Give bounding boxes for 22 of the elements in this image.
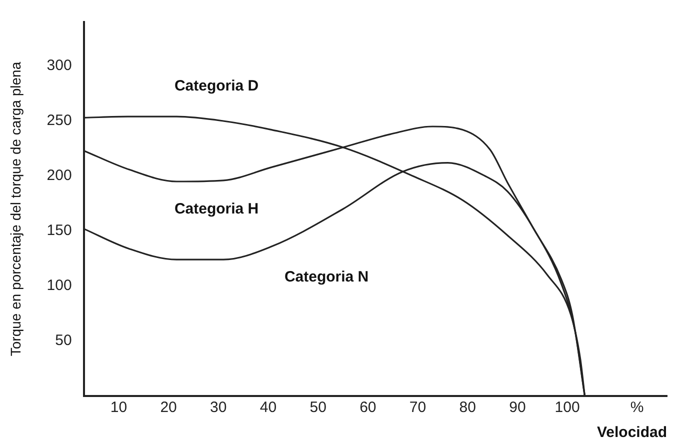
y-tick-label: 300 xyxy=(46,57,72,74)
x-tick-label: 10 xyxy=(110,399,128,416)
x-tick-label: 40 xyxy=(260,399,277,416)
y-axis-title: Torque en porcentaje del torque de carga plena xyxy=(7,62,24,356)
x-tick-label: 100 xyxy=(554,399,580,416)
y-tick-label: 200 xyxy=(46,167,72,184)
series-label: Categoria D xyxy=(174,78,259,95)
x-tick-label: 90 xyxy=(509,399,526,416)
series-label: Categoria N xyxy=(284,268,369,286)
y-tick-label: 50 xyxy=(55,332,72,350)
y-tick-label: 250 xyxy=(46,112,72,130)
x-tick-label: % xyxy=(630,399,644,416)
x-tick-label: 60 xyxy=(360,399,376,416)
x-axis-title: Velocidad xyxy=(596,424,667,442)
x-tick-label: 80 xyxy=(459,399,476,416)
x-tick-label: 30 xyxy=(210,399,227,416)
x-tick-label: 70 xyxy=(409,399,426,416)
series-label: Categoria H xyxy=(174,200,259,218)
y-tick-label: 150 xyxy=(46,222,72,240)
x-tick-label: 20 xyxy=(160,399,177,416)
y-tick-label: 100 xyxy=(46,277,72,294)
x-tick-label: 50 xyxy=(310,399,326,416)
